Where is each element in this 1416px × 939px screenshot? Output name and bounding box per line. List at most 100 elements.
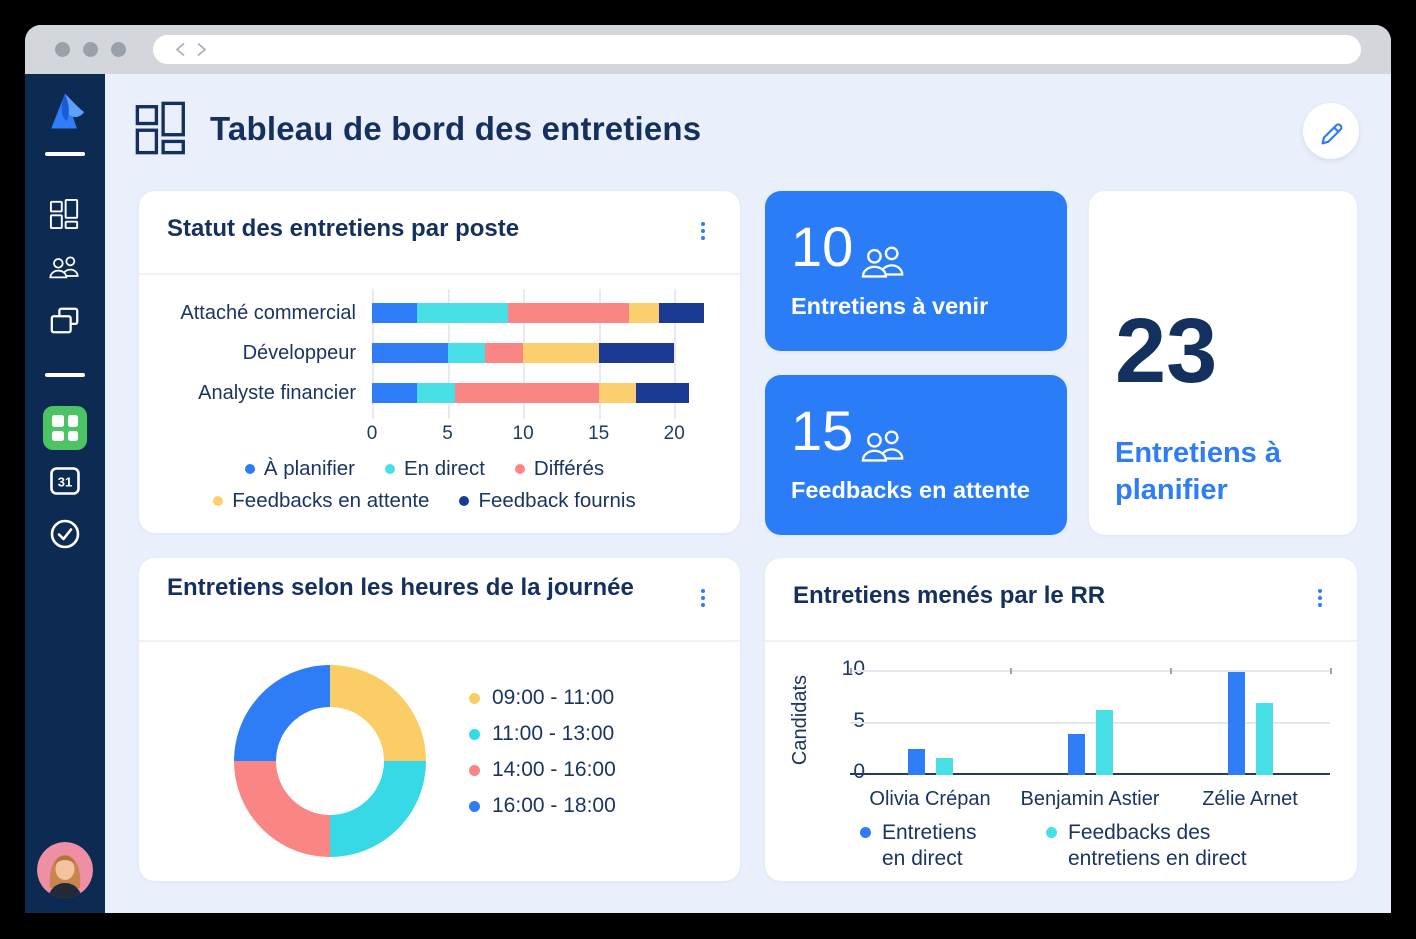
bar-segment-En direct bbox=[417, 303, 508, 323]
sidebar: 31 bbox=[25, 74, 105, 913]
bar-Feedbacks des entretiens en direct bbox=[936, 757, 953, 775]
status-bar-row: Analyste financier bbox=[167, 383, 712, 403]
legend-label: Feedbacks en attente bbox=[232, 489, 430, 512]
legend-dot bbox=[469, 728, 480, 740]
y-tick-label: 0 bbox=[853, 760, 865, 783]
legend-item: 09:00 - 11:00 bbox=[469, 686, 616, 710]
card-interviews-by-hour: Entretiens selon les heures de la journé… bbox=[139, 558, 740, 881]
bar-segment-À planifier bbox=[372, 303, 418, 323]
user-avatar[interactable] bbox=[37, 842, 93, 898]
y-tick-label: 10 bbox=[841, 657, 865, 680]
legend-item: À planifier bbox=[244, 457, 355, 481]
dashboard-icon bbox=[135, 101, 185, 155]
stat-value: 15 bbox=[791, 399, 854, 462]
card-status-by-position: Statut des entretiens par poste Attaché … bbox=[139, 191, 740, 533]
legend-item: Différés bbox=[514, 457, 605, 481]
x-category-label: Olivia Crépan bbox=[869, 788, 991, 810]
bar-Entretiens en direct bbox=[908, 749, 925, 775]
y-tick-label: 5 bbox=[853, 708, 865, 732]
app-logo-icon[interactable] bbox=[43, 90, 87, 134]
legend-row: Feedbacks en attente Feedback fournis bbox=[167, 489, 682, 513]
bar-segment-En direct bbox=[447, 343, 486, 363]
sidebar-item-candidates[interactable] bbox=[49, 252, 81, 284]
stat-label: Entretiens à planifier bbox=[1115, 437, 1281, 506]
rr-bar-chart bbox=[850, 665, 1330, 775]
chart-legend: Entretiens en direct Feedbacks des entret… bbox=[860, 820, 1293, 872]
bar-segment-Différés bbox=[507, 303, 629, 323]
card-title: Statut des entretiens par poste bbox=[167, 215, 520, 242]
legend-item: Feedback fournis bbox=[459, 489, 636, 513]
y-axis-label: Candidats bbox=[789, 674, 811, 766]
bar-Entretiens en direct bbox=[1228, 672, 1245, 775]
card-divider bbox=[139, 640, 740, 642]
gridline bbox=[850, 670, 1330, 672]
forward-icon[interactable] bbox=[196, 42, 207, 57]
x-axis-tick bbox=[1010, 668, 1012, 674]
legend-label: 16:00 - 18:00 bbox=[492, 794, 616, 817]
bar-segment-À planifier bbox=[372, 383, 418, 403]
card-upcoming-interviews: 10 Entretiens à venir bbox=[765, 191, 1067, 351]
legend-label: 14:00 - 16:00 bbox=[492, 758, 616, 781]
legend-dot bbox=[469, 692, 480, 704]
gridline bbox=[674, 289, 677, 419]
status-bar-row: Attaché commercial bbox=[167, 303, 712, 323]
sidebar-divider bbox=[45, 373, 85, 377]
bar-segment-Feedbacks en attente bbox=[598, 383, 637, 403]
people-icon bbox=[861, 430, 904, 462]
kebab-menu-icon[interactable] bbox=[692, 217, 714, 245]
page-title: Tableau de bord des entretiens bbox=[210, 110, 702, 147]
x-tick-label: 10 bbox=[512, 423, 534, 444]
chart-legend: À planifier En direct Différés Feedbacks en… bbox=[167, 457, 682, 513]
legend-dot bbox=[385, 464, 395, 474]
bar-segment-En direct bbox=[417, 383, 456, 403]
x-tick-label: 0 bbox=[366, 423, 378, 444]
window-minimize-button[interactable] bbox=[83, 42, 98, 57]
x-axis-tick bbox=[1170, 668, 1172, 674]
legend-dot bbox=[244, 464, 255, 474]
sidebar-item-jobs[interactable] bbox=[49, 305, 81, 337]
x-axis-ticks: 0 5 10 15 20 bbox=[367, 423, 712, 445]
edit-dashboard-button[interactable] bbox=[1303, 103, 1359, 159]
x-tick-label: 20 bbox=[663, 423, 685, 444]
back-icon[interactable] bbox=[175, 42, 186, 57]
legend-label: Entretiens en direct bbox=[882, 821, 977, 870]
sidebar-item-dashboard[interactable] bbox=[49, 198, 81, 230]
bar-Feedbacks des entretiens en direct bbox=[1256, 702, 1273, 775]
avatar-photo bbox=[37, 842, 93, 898]
sidebar-item-tasks[interactable] bbox=[49, 518, 81, 550]
window-maximize-button[interactable] bbox=[111, 42, 126, 57]
donut-chart bbox=[234, 665, 426, 857]
legend-dot bbox=[514, 464, 525, 474]
browser-window: 31 bbox=[25, 25, 1391, 913]
legend-label: À planifier bbox=[263, 457, 355, 480]
chart-legend: 09:00 - 11:00 11:00 - 13:00 14:00 - 16:00 1… bbox=[469, 686, 616, 818]
legend-label: Différés bbox=[533, 457, 605, 480]
bar-Feedbacks des entretiens en direct bbox=[1096, 710, 1113, 775]
gridline bbox=[850, 773, 1330, 775]
bar-segment-Différés bbox=[485, 343, 524, 363]
legend-item: En direct bbox=[385, 457, 485, 481]
stat-label: Feedbacks en attente bbox=[791, 477, 1031, 503]
card-divider bbox=[765, 640, 1357, 642]
kebab-menu-icon[interactable] bbox=[1309, 584, 1331, 612]
pencil-icon bbox=[1321, 123, 1343, 145]
legend-dot bbox=[1046, 827, 1057, 838]
sidebar-item-widgets-active[interactable] bbox=[43, 406, 87, 450]
window-close-button[interactable] bbox=[55, 42, 70, 57]
card-feedbacks-pending: 15 Feedbacks en attente bbox=[765, 375, 1067, 535]
legend-item: Feedbacks des entretiens en direct bbox=[1046, 820, 1293, 872]
sidebar-item-calendar[interactable]: 31 bbox=[49, 465, 81, 497]
stacked-bar bbox=[372, 383, 690, 403]
donut-hole bbox=[276, 707, 384, 815]
legend-dot bbox=[459, 496, 470, 506]
legend-label: 09:00 - 11:00 bbox=[492, 686, 615, 709]
legend-item: Feedbacks en attente bbox=[213, 489, 429, 513]
legend-item: 11:00 - 13:00 bbox=[469, 722, 616, 746]
bar-segment-Feedbacks en attente bbox=[628, 303, 660, 323]
kebab-menu-icon[interactable] bbox=[692, 584, 714, 612]
main-content: Tableau de bord des entretiens Statut de… bbox=[105, 74, 1391, 913]
status-category-label: Analyste financier bbox=[198, 382, 356, 404]
legend-dot bbox=[860, 827, 871, 838]
stacked-bar bbox=[372, 343, 675, 363]
url-bar[interactable] bbox=[153, 35, 1361, 64]
